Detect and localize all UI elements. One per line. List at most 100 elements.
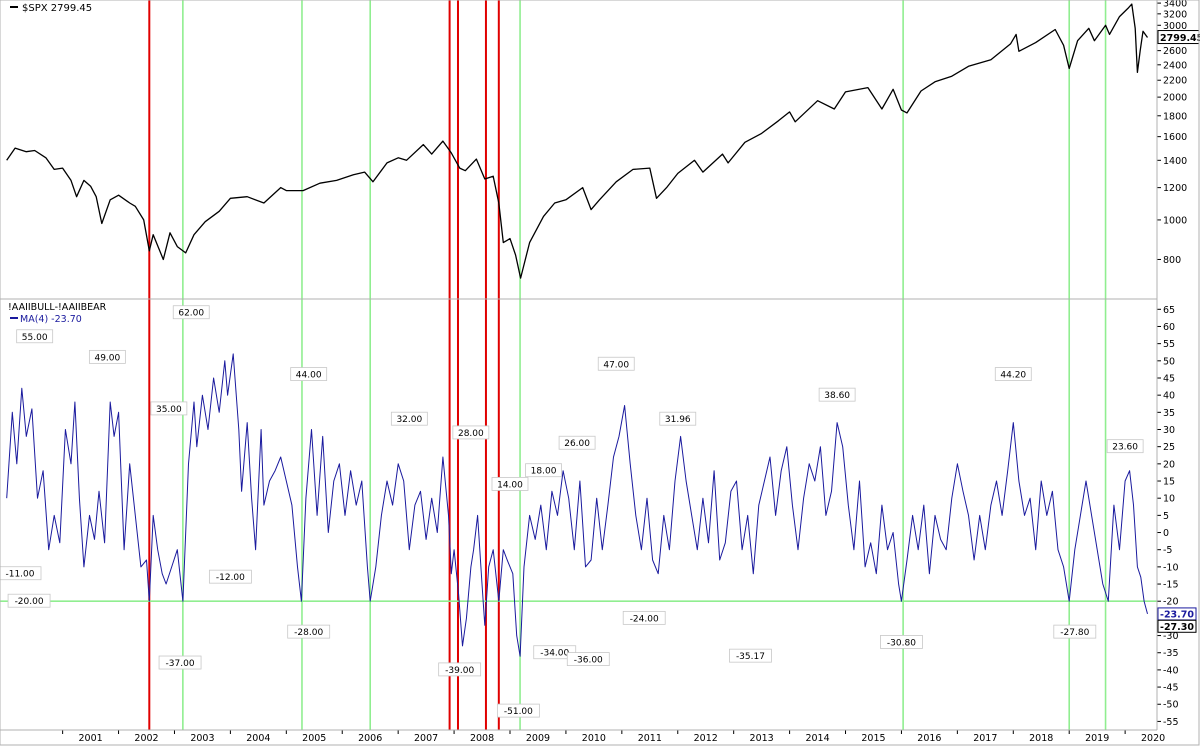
annotation-label: -27.80 <box>1060 628 1089 638</box>
annotation-box <box>1106 439 1144 454</box>
x-tick-label: 2015 <box>861 733 885 744</box>
price-y-tick-label: 1000 <box>1163 215 1187 226</box>
osc-y-tick-label: -55 <box>1163 717 1179 728</box>
annotation-label: 26.00 <box>564 439 590 449</box>
osc-y-tick-label: -40 <box>1163 665 1179 676</box>
price-y-tick-label: 1200 <box>1163 183 1187 194</box>
x-tick-label: 2018 <box>1029 733 1053 744</box>
annotation-box <box>491 477 529 491</box>
annotation-box <box>158 655 202 670</box>
annotation-box <box>438 662 482 677</box>
x-tick-label: 2013 <box>750 733 774 744</box>
value-annotation: -51.00 <box>496 703 540 718</box>
annotation-label: 23.60 <box>1112 443 1138 453</box>
value-annotation: -12.00 <box>208 569 252 584</box>
annotation-label: -36.00 <box>574 656 603 666</box>
value-annotation: 26.00 <box>558 435 596 450</box>
oscillator-legend: !AAIIBULL-!AAIIBEAR MA(4) -23.70 <box>8 302 107 325</box>
price-y-tick-label: 3400 <box>1163 0 1187 10</box>
annotation-label: 18.00 <box>531 467 557 477</box>
ma-legend-label: MA(4) -23.70 <box>20 314 82 325</box>
value-annotation: 18.00 <box>525 463 562 478</box>
osc-y-tick-label: 40 <box>1163 391 1175 402</box>
annotation-label: 32.00 <box>396 415 422 425</box>
value-annotation: 31.96 <box>659 411 697 426</box>
value-annotation: -37.00 <box>158 655 202 670</box>
annotation-box <box>150 401 188 416</box>
osc-y-tick-label: 65 <box>1163 305 1175 316</box>
annotation-label: 62.00 <box>178 309 204 319</box>
price-y-tick-label: 800 <box>1163 255 1181 266</box>
osc-y-tick-label: 20 <box>1163 459 1175 470</box>
annotation-label: -30.80 <box>887 638 916 648</box>
x-tick-label: 2006 <box>358 733 382 744</box>
x-tick-label: 2019 <box>1085 733 1109 744</box>
value-annotation: 47.00 <box>597 356 635 371</box>
annotation-label: -12.00 <box>216 573 245 583</box>
annotation-box <box>729 648 772 663</box>
value-annotation: 49.00 <box>88 349 126 364</box>
x-tick-label: 2009 <box>526 733 550 744</box>
osc-y-tick-label: 30 <box>1163 425 1175 436</box>
value-annotation: 23.60 <box>1106 439 1144 454</box>
oscillator-panel-title: !AAIIBULL-!AAIIBEAR <box>8 302 107 313</box>
annotation-box <box>880 635 923 649</box>
price-y-tick-label: 2200 <box>1163 76 1187 87</box>
x-tick-label: 2007 <box>414 733 438 744</box>
value-annotation: -30.80 <box>880 635 923 649</box>
osc-y-tick-label: 5 <box>1163 511 1169 522</box>
annotation-label: -20.00 <box>15 597 44 607</box>
annotation-box <box>290 367 328 381</box>
annotation-box <box>1053 624 1097 639</box>
price-y-tick-label: 3000 <box>1163 21 1187 32</box>
annotation-box <box>452 425 490 440</box>
price-y-tick-label: 1800 <box>1163 111 1187 122</box>
annotation-box <box>558 435 596 450</box>
annotation-label: 49.00 <box>94 353 120 363</box>
annotation-box <box>0 566 42 581</box>
annotation-box <box>7 593 51 608</box>
annotation-box <box>566 652 610 666</box>
annotation-label: 31.96 <box>665 415 691 425</box>
value-annotation: 32.00 <box>390 411 428 426</box>
annotation-label: -11.00 <box>5 570 34 580</box>
annotation-label: -51.00 <box>504 707 533 717</box>
annotation-label: -24.00 <box>630 614 659 624</box>
x-tick-label: 2020 <box>1141 733 1165 744</box>
osc-y-tick-label: -45 <box>1163 683 1179 694</box>
osc-y-tick-label: -10 <box>1163 562 1179 573</box>
annotation-label: 44.20 <box>1000 371 1026 381</box>
value-annotation: 44.00 <box>290 367 328 381</box>
annotation-box <box>597 356 635 371</box>
osc-y-tick-label: 35 <box>1163 408 1175 419</box>
osc-y-tick-label: 10 <box>1163 494 1175 505</box>
x-tick-label: 2012 <box>694 733 718 744</box>
value-annotation: 55.00 <box>16 329 54 344</box>
price-last-label: 2799.45 <box>1160 33 1200 44</box>
osc-last-label: -23.70 <box>1160 609 1194 620</box>
annotation-label: 38.60 <box>824 391 850 401</box>
value-annotation: 35.00 <box>150 401 188 416</box>
value-annotation: 14.00 <box>491 477 529 491</box>
x-tick-label: 2004 <box>246 733 270 744</box>
osc-y-tick-label: 45 <box>1163 373 1175 384</box>
annotation-label: 44.00 <box>296 371 322 381</box>
osc-y-tick-label: 55 <box>1163 339 1175 350</box>
price-y-tick-label: 2400 <box>1163 60 1187 71</box>
value-annotation: -20.00 <box>7 593 51 608</box>
x-tick-label: 2016 <box>917 733 941 744</box>
x-tick-label: 2002 <box>134 733 158 744</box>
price-y-tick-label: 1600 <box>1163 132 1187 143</box>
value-annotation: -39.00 <box>438 662 482 677</box>
value-annotation: 28.00 <box>452 425 490 440</box>
x-tick-label: 2010 <box>582 733 606 744</box>
annotation-box <box>622 610 666 625</box>
osc-y-tick-label: 15 <box>1163 477 1175 488</box>
value-annotation: -28.00 <box>287 624 331 639</box>
annotation-label: -37.00 <box>166 659 195 669</box>
osc-y-tick-label: -50 <box>1163 700 1179 711</box>
sentiment-ma-line <box>6 353 1148 657</box>
annotation-box <box>208 569 252 584</box>
osc-y-tick-label: -20 <box>1163 597 1179 608</box>
annotation-box <box>287 624 331 639</box>
